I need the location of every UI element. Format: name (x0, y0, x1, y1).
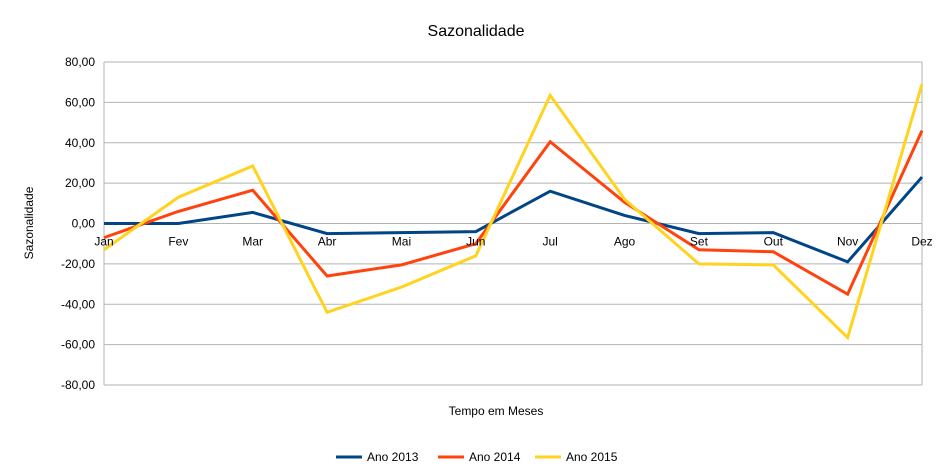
x-tick-label: Ago (614, 235, 636, 249)
legend-label: Ano 2014 (469, 450, 521, 464)
y-tick-label: 40,00 (65, 136, 95, 150)
series-line (103, 130, 924, 297)
legend: Ano 2013 Ano 2014 Ano 2015 (336, 450, 618, 464)
x-tick-label: Mar (242, 235, 263, 249)
y-axis-title: Sazonalidade (22, 186, 36, 259)
x-tick-label: Mai (392, 235, 411, 249)
series-lines (103, 83, 924, 341)
x-tick-labels: Jan Fev Mar Abr Mai Jun Jul Ago Set Out Nov Dez (94, 235, 932, 249)
x-tick-label: Dez (911, 235, 932, 249)
series-line (103, 83, 924, 341)
x-tick-label: Nov (837, 235, 858, 249)
y-tick-label: 80,00 (65, 55, 95, 69)
x-tick-label: Jun (466, 235, 485, 249)
x-tick-label: Set (690, 235, 709, 249)
x-tick-label: Fev (168, 235, 188, 249)
y-tick-labels: 80,00 60,00 40,00 20,00 0,00 -20,00 -40,00 -60,… (61, 55, 95, 392)
y-tick-label: -40,00 (61, 297, 95, 311)
legend-label: Ano 2013 (367, 450, 419, 464)
y-tick-label: -20,00 (61, 257, 95, 271)
y-tick-label: 20,00 (65, 176, 95, 190)
chart-title: Sazonalidade (428, 23, 525, 40)
grid (103, 61, 923, 386)
series-line (104, 176, 924, 264)
x-tick-label: Jan (94, 235, 113, 249)
y-tick-label: -80,00 (61, 378, 95, 392)
legend-label: Ano 2015 (566, 450, 618, 464)
x-axis-title: Tempo em Meses (449, 404, 544, 418)
y-tick-label: -60,00 (61, 338, 95, 352)
y-tick-label: 60,00 (65, 95, 95, 109)
x-tick-label: Abr (318, 235, 337, 249)
x-tick-label: Out (764, 235, 784, 249)
x-tick-label: Jul (543, 235, 558, 249)
y-tick-label: 0,00 (72, 217, 96, 231)
